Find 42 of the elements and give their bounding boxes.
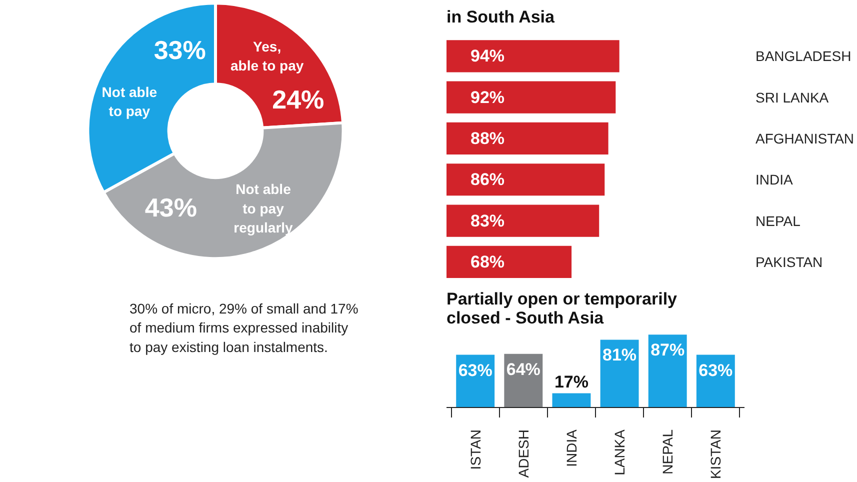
data-label: 68% [470, 252, 505, 272]
x-tick-label: ADESH [515, 430, 532, 478]
bar [600, 340, 639, 408]
data-label: 88% [470, 128, 505, 148]
x-tick-label: NEPAL [660, 429, 676, 474]
data-label: 64% [506, 360, 540, 379]
data-label: 87% [650, 340, 685, 360]
bar [648, 334, 687, 408]
y-tick-label: NEPAL [756, 212, 801, 229]
x-tick-label: ISTAN [467, 429, 484, 470]
x-tick-label: LANKA [612, 428, 628, 476]
data-label: 63% [698, 360, 733, 380]
data-label: 92% [470, 88, 505, 107]
y-tick-label: INDIA [756, 172, 794, 188]
slice-label: Not able to pay regularly [234, 181, 294, 236]
bar [446, 40, 620, 72]
y-tick-label: AFGHANISTAN [756, 130, 854, 146]
chart-title: in South Asia [446, 8, 556, 26]
slice-label: Yes, able to pay [230, 38, 304, 74]
data-label: 83% [470, 211, 505, 230]
data-label: 17% [554, 372, 588, 392]
bar [446, 122, 608, 155]
data-label: 81% [602, 346, 637, 365]
x-tick-label: KISTAN [708, 429, 724, 480]
x-tick-label: INDIA [563, 428, 580, 467]
data-label: 24% [272, 84, 324, 114]
bar [446, 81, 616, 114]
bar [446, 246, 572, 278]
data-label: 33% [154, 34, 206, 65]
chart-title: Partially open or temporarily closed - South Asia [446, 290, 678, 328]
data-label: 86% [470, 170, 505, 190]
text: 30% of micro, 29% of small and 17% of medium firms expressed inability to pay existing loan instalments. [130, 300, 358, 355]
y-tick-label: PAKISTAN [756, 254, 823, 270]
data-label: 63% [458, 360, 492, 380]
data-label: 94% [470, 46, 505, 66]
data-label: 43% [144, 192, 197, 222]
slice-label: Not able to pay [102, 84, 158, 120]
bar [446, 204, 600, 237]
y-tick-label: SRI LANKA [756, 89, 830, 106]
bar [446, 164, 605, 196]
bar [552, 393, 591, 408]
y-tick-label: BANGLADESH [756, 48, 852, 64]
